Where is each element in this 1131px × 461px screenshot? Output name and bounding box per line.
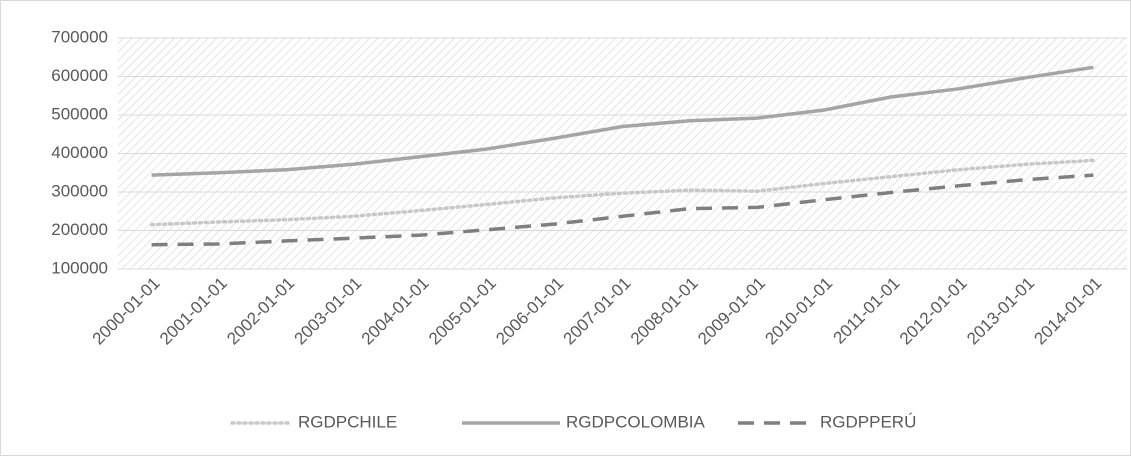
y-tick-label: 200000: [51, 220, 108, 239]
y-tick-label: 700000: [51, 27, 108, 46]
series-line: [151, 173, 1094, 247]
series-line: [151, 65, 1094, 177]
legend-label: RGDPPERÚ: [820, 412, 916, 431]
y-tick-label: 100000: [51, 258, 108, 277]
y-tick-label: 600000: [51, 66, 108, 85]
series-line: [149, 158, 1096, 227]
y-tick-label: 400000: [51, 143, 108, 162]
y-tick-label: 500000: [51, 104, 108, 123]
legend-label: RGDPCHILE: [298, 412, 397, 431]
y-tick-label: 300000: [51, 181, 108, 200]
legend-label: RGDPCOLOMBIA: [566, 412, 706, 431]
